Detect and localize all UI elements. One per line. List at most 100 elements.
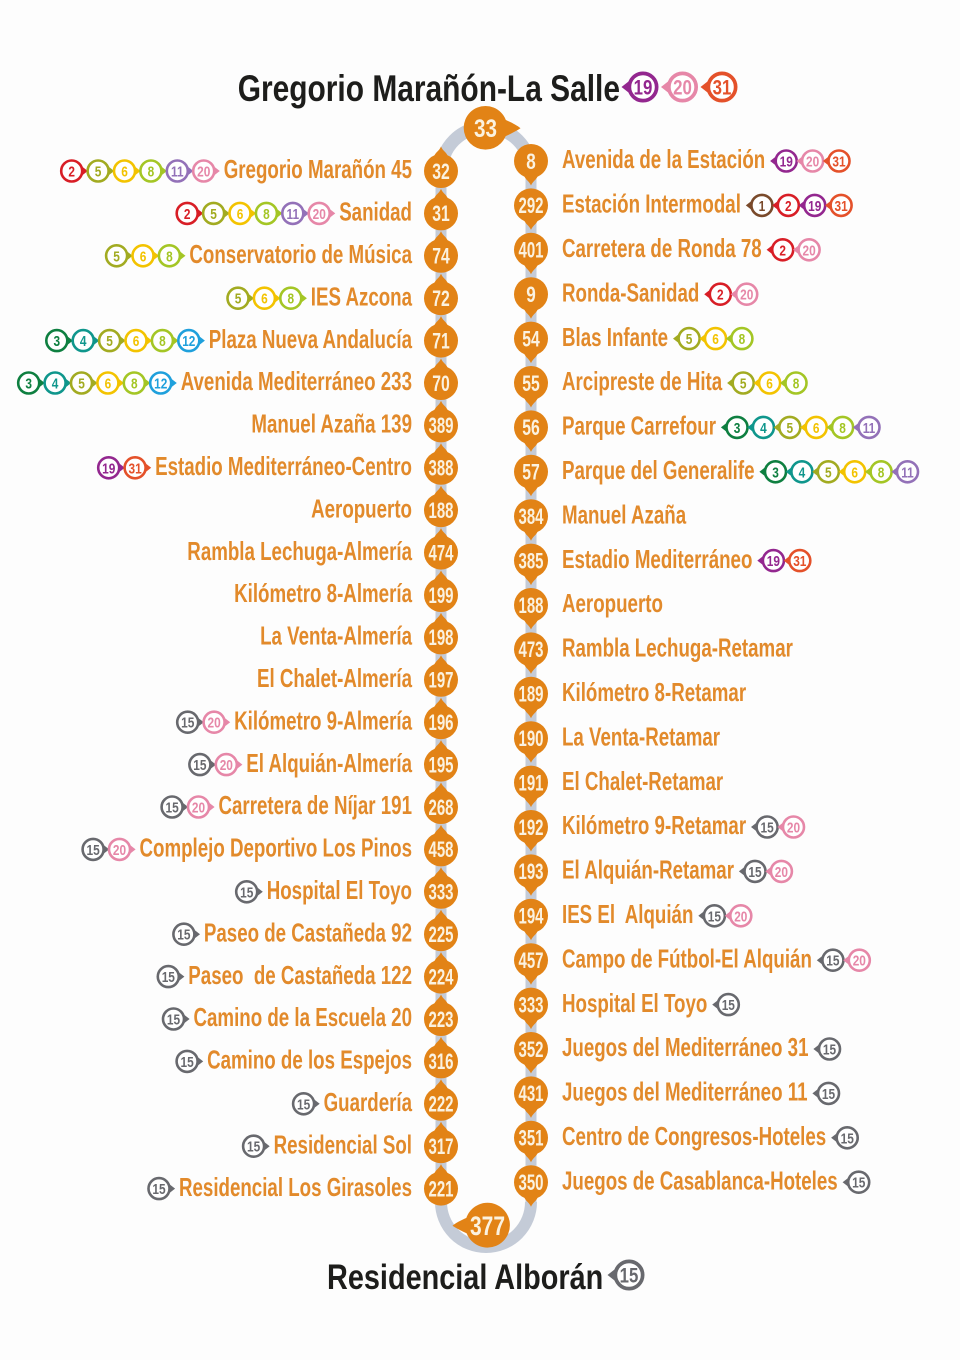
svg-text:15: 15 xyxy=(748,864,762,881)
svg-text:Parque del Generalife: Parque del Generalife xyxy=(562,455,755,485)
svg-text:Campo de Fútbol-El Alquián: Campo de Fútbol-El Alquián xyxy=(562,943,812,973)
svg-text:199: 199 xyxy=(429,583,454,608)
svg-text:377: 377 xyxy=(470,1211,505,1241)
svg-text:15: 15 xyxy=(722,997,736,1014)
svg-text:268: 268 xyxy=(429,795,454,820)
svg-text:15: 15 xyxy=(152,1181,166,1198)
svg-text:6: 6 xyxy=(140,248,147,265)
svg-text:20: 20 xyxy=(740,287,753,304)
svg-text:190: 190 xyxy=(519,726,544,751)
svg-text:5: 5 xyxy=(825,464,832,481)
svg-text:6: 6 xyxy=(105,376,112,393)
svg-text:Kilómetro 8-Retamar: Kilómetro 8-Retamar xyxy=(562,677,746,707)
svg-text:15: 15 xyxy=(297,1096,311,1113)
svg-text:6: 6 xyxy=(261,291,268,308)
svg-text:292: 292 xyxy=(519,193,544,218)
svg-text:8: 8 xyxy=(839,420,846,437)
svg-text:15: 15 xyxy=(822,1086,836,1103)
svg-text:15: 15 xyxy=(761,820,775,837)
svg-text:20: 20 xyxy=(787,820,800,837)
svg-text:Avenida Mediterráneo 233: Avenida Mediterráneo 233 xyxy=(181,366,412,396)
svg-text:196: 196 xyxy=(429,710,454,735)
svg-text:6: 6 xyxy=(712,331,719,348)
svg-text:Estadio Mediterráneo-Centro: Estadio Mediterráneo-Centro xyxy=(155,451,412,481)
svg-text:Centro de Congresos-Hoteles: Centro de Congresos-Hoteles xyxy=(562,1121,826,1151)
svg-text:8: 8 xyxy=(288,291,295,308)
svg-text:8: 8 xyxy=(739,331,746,348)
svg-text:431: 431 xyxy=(519,1081,544,1106)
svg-text:IES El Alquián: IES El Alquián xyxy=(562,899,693,929)
svg-text:15: 15 xyxy=(162,969,176,986)
svg-text:El Alquián-Retamar: El Alquián-Retamar xyxy=(562,855,734,885)
svg-text:El Alquián-Almería: El Alquián-Almería xyxy=(246,748,412,778)
svg-text:12: 12 xyxy=(182,333,195,350)
svg-text:225: 225 xyxy=(429,922,454,947)
svg-text:194: 194 xyxy=(519,904,544,929)
svg-text:15: 15 xyxy=(181,715,195,732)
svg-text:2: 2 xyxy=(779,242,786,259)
svg-text:8: 8 xyxy=(148,164,155,181)
svg-text:20: 20 xyxy=(192,800,205,817)
svg-text:188: 188 xyxy=(519,593,544,618)
svg-text:352: 352 xyxy=(519,1037,544,1062)
svg-text:Residencial Sol: Residencial Sol xyxy=(274,1129,412,1159)
svg-text:Complejo Deportivo Los Pinos: Complejo Deportivo Los Pinos xyxy=(140,833,413,863)
svg-text:5: 5 xyxy=(787,420,794,437)
svg-text:5: 5 xyxy=(235,291,242,308)
svg-text:IES Azcona: IES Azcona xyxy=(311,281,413,311)
svg-text:Estadio Mediterráneo: Estadio Mediterráneo xyxy=(562,544,752,574)
svg-text:3: 3 xyxy=(25,376,32,393)
svg-text:20: 20 xyxy=(734,908,747,925)
svg-text:19: 19 xyxy=(780,154,793,171)
svg-text:55: 55 xyxy=(522,371,540,396)
svg-text:15: 15 xyxy=(826,953,840,970)
svg-text:Rambla Lechuga-Retamar: Rambla Lechuga-Retamar xyxy=(562,633,793,663)
svg-text:19: 19 xyxy=(808,198,821,215)
svg-text:Guardería: Guardería xyxy=(324,1087,413,1117)
svg-text:4: 4 xyxy=(52,376,59,393)
svg-text:15: 15 xyxy=(841,1130,855,1147)
svg-text:El Chalet-Almería: El Chalet-Almería xyxy=(257,663,412,693)
svg-text:8: 8 xyxy=(131,376,138,393)
svg-text:15: 15 xyxy=(708,908,722,925)
svg-text:32: 32 xyxy=(432,159,450,184)
svg-text:8: 8 xyxy=(159,333,166,350)
svg-text:Juegos del Mediterráneo 11: Juegos del Mediterráneo 11 xyxy=(562,1077,808,1107)
svg-text:Kilómetro 8-Almería: Kilómetro 8-Almería xyxy=(234,578,412,608)
svg-text:Residencial Los Girasoles: Residencial Los Girasoles xyxy=(179,1172,412,1202)
svg-text:12: 12 xyxy=(154,376,167,393)
svg-text:57: 57 xyxy=(522,460,540,485)
svg-text:2: 2 xyxy=(184,206,191,223)
svg-text:31: 31 xyxy=(432,201,450,226)
svg-text:222: 222 xyxy=(429,1092,454,1117)
svg-text:192: 192 xyxy=(519,815,544,840)
svg-text:191: 191 xyxy=(519,770,544,795)
svg-text:20: 20 xyxy=(806,154,819,171)
svg-text:333: 333 xyxy=(519,992,544,1017)
svg-text:Plaza Nueva Andalucía: Plaza Nueva Andalucía xyxy=(209,324,413,354)
svg-text:70: 70 xyxy=(432,371,450,396)
svg-text:198: 198 xyxy=(429,625,454,650)
svg-text:15: 15 xyxy=(240,884,254,901)
svg-text:31: 31 xyxy=(835,198,849,215)
svg-text:20: 20 xyxy=(208,715,221,732)
svg-text:La Venta-Retamar: La Venta-Retamar xyxy=(562,721,720,751)
svg-text:Residencial Alborán: Residencial Alborán xyxy=(327,1258,603,1297)
svg-text:20: 20 xyxy=(853,953,866,970)
svg-text:19: 19 xyxy=(102,460,115,477)
svg-text:1: 1 xyxy=(759,198,766,215)
svg-text:Camino de la Escuela 20: Camino de la Escuela 20 xyxy=(194,1002,413,1032)
svg-text:316: 316 xyxy=(429,1049,454,1074)
svg-text:Sanidad: Sanidad xyxy=(339,197,412,227)
svg-text:Aeropuerto: Aeropuerto xyxy=(311,493,412,523)
svg-text:8: 8 xyxy=(166,248,173,265)
svg-text:15: 15 xyxy=(166,800,180,817)
svg-text:Paseo de Castañeda 122: Paseo de Castañeda 122 xyxy=(188,960,412,990)
svg-text:Juegos de Casablanca-Hoteles: Juegos de Casablanca-Hoteles xyxy=(562,1165,838,1195)
svg-text:388: 388 xyxy=(429,456,454,481)
svg-text:Carretera de Níjar 191: Carretera de Níjar 191 xyxy=(219,790,413,820)
svg-text:351: 351 xyxy=(519,1126,544,1151)
svg-text:223: 223 xyxy=(429,1007,454,1032)
svg-text:401: 401 xyxy=(519,238,544,263)
svg-text:15: 15 xyxy=(87,842,101,859)
